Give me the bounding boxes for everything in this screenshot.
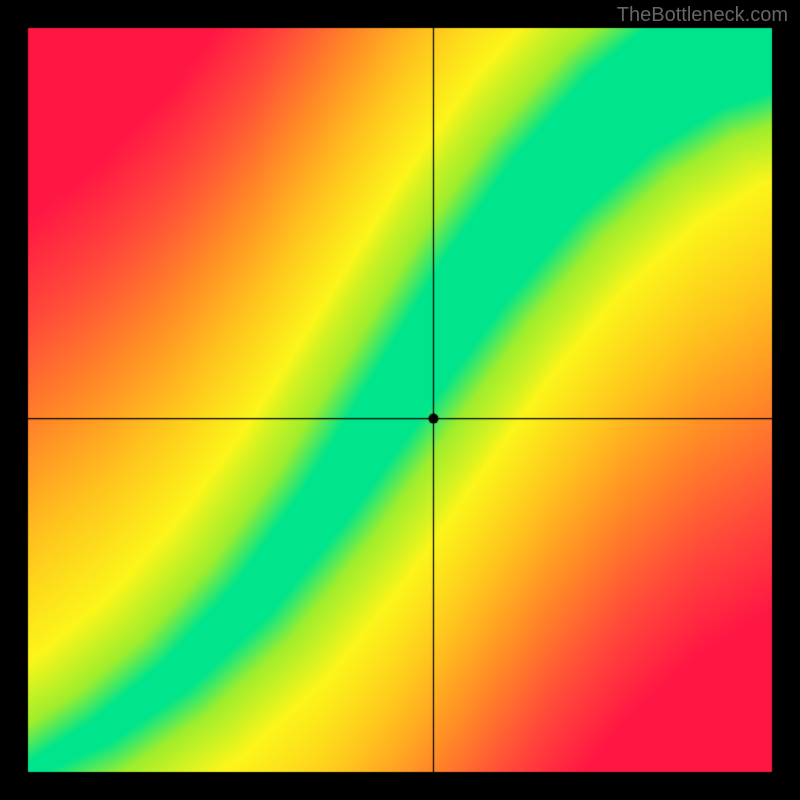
bottleneck-heatmap bbox=[0, 0, 800, 800]
chart-container: TheBottleneck.com bbox=[0, 0, 800, 800]
attribution-label: TheBottleneck.com bbox=[617, 4, 788, 27]
